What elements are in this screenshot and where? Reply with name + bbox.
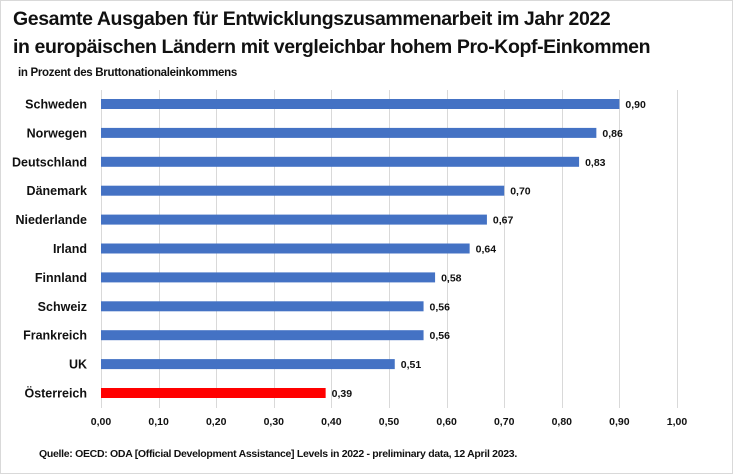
data-label: 0,70 bbox=[510, 186, 531, 198]
bar bbox=[101, 99, 620, 109]
category-label: Irland bbox=[53, 242, 87, 256]
category-label: UK bbox=[69, 358, 87, 372]
x-tick-label: 0,50 bbox=[379, 416, 400, 428]
data-label: 0,51 bbox=[401, 359, 422, 371]
bar bbox=[101, 214, 487, 225]
data-label: 0,58 bbox=[441, 272, 462, 284]
category-labels: Schweden Norwegen Deutschland Dänemark Niede… bbox=[12, 98, 87, 401]
x-tick-labels: 0,00 0,10 0,20 0,30 0,40 0,50 0,60 0,70 0,80 0,90… bbox=[91, 416, 688, 428]
x-tick-label: 1,00 bbox=[667, 416, 688, 428]
x-tick-label: 0,90 bbox=[609, 416, 630, 428]
x-tick-label: 0,10 bbox=[148, 416, 169, 428]
category-label: Schweden bbox=[25, 98, 87, 112]
category-label: Finnland bbox=[35, 271, 87, 285]
bar bbox=[101, 185, 505, 196]
category-label: Norwegen bbox=[27, 126, 87, 140]
bar bbox=[101, 272, 436, 283]
chart-title: Gesamte Ausgaben für Entwicklungszusamme… bbox=[13, 8, 611, 30]
x-tick-label: 0,20 bbox=[206, 416, 227, 428]
bar bbox=[101, 330, 424, 341]
category-label: Schweiz bbox=[38, 300, 87, 314]
data-label: 0,56 bbox=[430, 330, 451, 342]
category-label: Niederlande bbox=[15, 213, 87, 227]
category-label: Österreich bbox=[24, 386, 87, 401]
category-label: Dänemark bbox=[27, 184, 87, 198]
x-tick-label: 0,00 bbox=[91, 416, 112, 428]
bar bbox=[101, 243, 470, 254]
x-tick-label: 0,30 bbox=[264, 416, 285, 428]
category-label: Deutschland bbox=[12, 155, 87, 169]
data-label: 0,67 bbox=[493, 215, 514, 227]
bar bbox=[101, 156, 580, 167]
data-label: 0,56 bbox=[430, 301, 451, 313]
data-label: 0,39 bbox=[332, 388, 353, 400]
bar bbox=[101, 388, 326, 398]
data-label: 0,86 bbox=[602, 128, 623, 140]
category-label: Frankreich bbox=[23, 329, 87, 343]
bar bbox=[101, 359, 395, 370]
data-label: 0,64 bbox=[476, 244, 497, 256]
chart-subtitle: in Prozent des Bruttonationaleinkommens bbox=[18, 67, 237, 79]
bar bbox=[101, 127, 597, 138]
source-note: Quelle: OECD: ODA [Official Development … bbox=[39, 448, 517, 460]
x-tick-label: 0,60 bbox=[436, 416, 457, 428]
x-tick-label: 0,80 bbox=[552, 416, 573, 428]
data-labels: 0,90 0,86 0,83 0,70 0,67 0,64 0,58 0,56 0,56 0,51… bbox=[332, 99, 646, 400]
bars bbox=[101, 99, 620, 398]
x-tick-label: 0,40 bbox=[321, 416, 342, 428]
data-label: 0,83 bbox=[585, 157, 606, 169]
data-label: 0,90 bbox=[625, 99, 646, 111]
x-tick-label: 0,70 bbox=[494, 416, 515, 428]
bar bbox=[101, 301, 424, 312]
chart-title-line2: in europäischen Ländern mit vergleichbar… bbox=[13, 36, 651, 58]
